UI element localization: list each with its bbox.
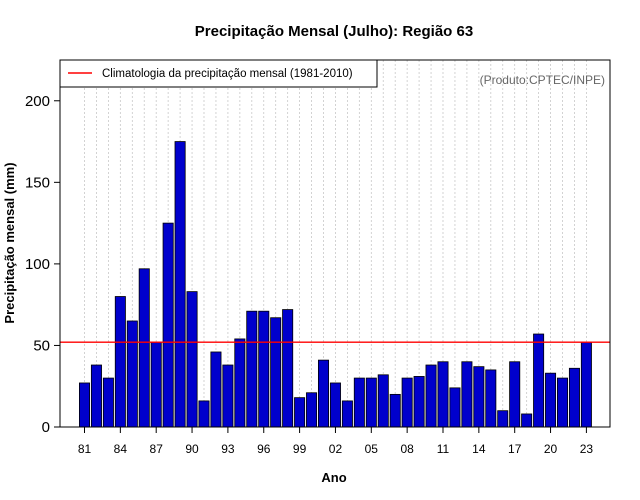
x-tick-label: 87 bbox=[150, 442, 164, 456]
bar-2002 bbox=[329, 382, 341, 428]
legend-label: Climatologia da precipitação mensal (198… bbox=[102, 68, 353, 80]
bar-2021 bbox=[557, 377, 569, 428]
bars bbox=[79, 141, 592, 428]
x-tick-label: 81 bbox=[78, 442, 92, 456]
bar-2023 bbox=[580, 341, 592, 428]
legend: Climatologia da precipitação mensal (198… bbox=[59, 59, 378, 88]
y-tick-label: 100 bbox=[25, 256, 50, 273]
bar-2007 bbox=[389, 393, 401, 428]
bar-1981 bbox=[79, 382, 91, 428]
y-axis-title: Precipitação mensal (mm) bbox=[2, 162, 17, 323]
bar-2003 bbox=[341, 400, 353, 428]
bar-1999 bbox=[294, 397, 306, 428]
bar-2020 bbox=[545, 372, 557, 428]
bar-2022 bbox=[568, 367, 580, 428]
bar-2004 bbox=[353, 377, 365, 428]
bar-1993 bbox=[222, 364, 234, 428]
bar-1994 bbox=[234, 338, 246, 428]
x-tick-label: 99 bbox=[293, 442, 307, 456]
bar-1992 bbox=[210, 351, 222, 428]
bar-1990 bbox=[186, 291, 198, 428]
x-tick-label: 11 bbox=[437, 442, 450, 456]
y-tick-label: 0 bbox=[42, 419, 50, 436]
bar-2019 bbox=[533, 333, 545, 428]
y-tick-label: 150 bbox=[25, 174, 50, 191]
bar-2010 bbox=[425, 364, 437, 428]
source-note: (Produto:CPTEC/INPE) bbox=[480, 73, 605, 87]
bar-2001 bbox=[317, 359, 329, 428]
x-tick-label: 20 bbox=[544, 442, 558, 456]
bar-1985 bbox=[126, 320, 138, 428]
x-tick-label: 02 bbox=[329, 442, 343, 456]
x-tick-label: 93 bbox=[221, 442, 235, 456]
y-axis: 0 50 100 150 200 bbox=[25, 93, 60, 436]
bar-1998 bbox=[282, 309, 294, 428]
bar-2009 bbox=[413, 376, 425, 428]
bar-1982 bbox=[90, 364, 102, 428]
bar-1984 bbox=[114, 296, 126, 428]
bar-1988 bbox=[162, 222, 174, 428]
legend-box bbox=[59, 59, 378, 88]
bar-1987 bbox=[150, 341, 162, 428]
bar-1983 bbox=[102, 377, 114, 428]
bar-1996 bbox=[258, 310, 270, 428]
x-tick-label: 23 bbox=[580, 442, 594, 456]
chart-title: Precipitação Mensal (Julho): Região 63 bbox=[195, 23, 473, 40]
x-tick-label: 14 bbox=[472, 442, 486, 456]
bar-2000 bbox=[306, 392, 318, 428]
bar-1997 bbox=[270, 317, 282, 428]
x-tick-label: 05 bbox=[365, 442, 379, 456]
bar-2013 bbox=[461, 361, 473, 428]
bar-1986 bbox=[138, 268, 150, 428]
x-axis: 81 84 87 90 93 96 99 02 05 08 11 14 17 20 23 bbox=[78, 427, 594, 456]
bar-2012 bbox=[449, 387, 461, 428]
y-tick-label: 200 bbox=[25, 93, 50, 110]
y-tick-label: 50 bbox=[33, 337, 50, 354]
bar-2014 bbox=[473, 366, 485, 428]
x-tick-label: 96 bbox=[257, 442, 271, 456]
x-tick-label: 17 bbox=[508, 442, 522, 456]
bar-2017 bbox=[509, 361, 521, 428]
bar-1991 bbox=[198, 400, 210, 428]
bar-2016 bbox=[497, 410, 509, 428]
bar-2015 bbox=[485, 369, 497, 428]
x-axis-title: Ano bbox=[321, 470, 346, 485]
bar-2006 bbox=[377, 374, 389, 428]
bar-2005 bbox=[365, 377, 377, 428]
x-tick-label: 90 bbox=[185, 442, 199, 456]
x-tick-label: 08 bbox=[400, 442, 414, 456]
x-tick-label: 84 bbox=[114, 442, 128, 456]
bar-2008 bbox=[401, 377, 413, 428]
bar-2011 bbox=[437, 361, 449, 428]
bar-1995 bbox=[246, 310, 258, 428]
bar-1989 bbox=[174, 141, 186, 428]
bar-2018 bbox=[521, 413, 533, 428]
